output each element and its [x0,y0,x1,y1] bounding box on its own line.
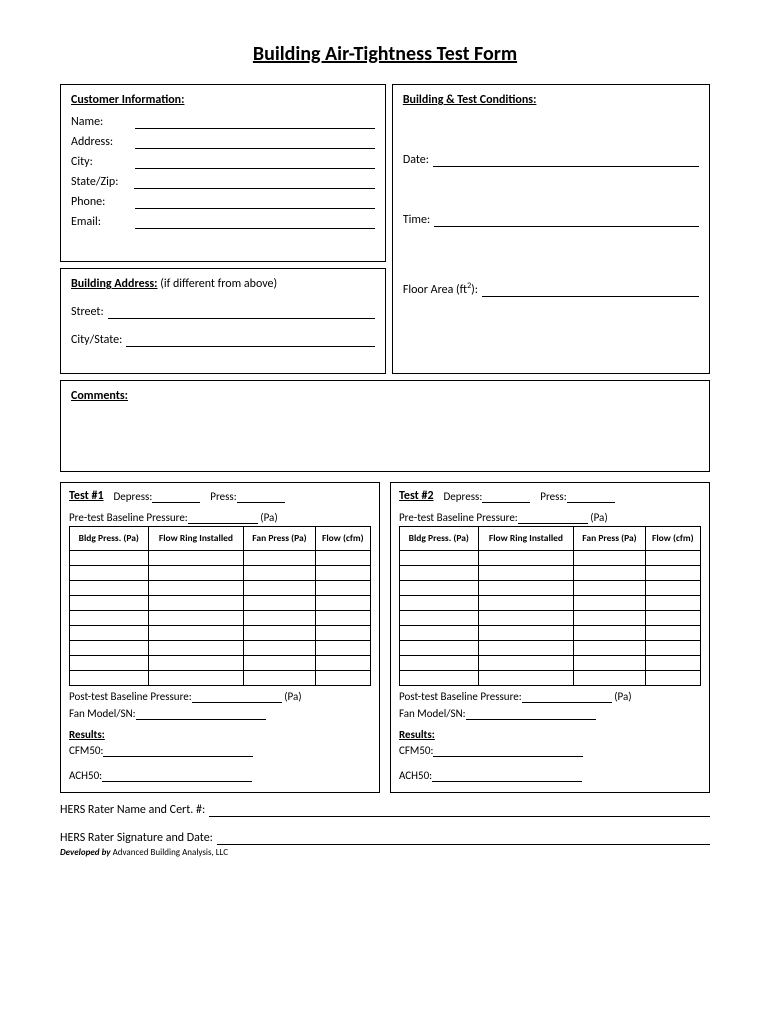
test2-press[interactable]: Press: [540,490,614,503]
test2-pretest[interactable]: Pre-test Baseline Pressure: (Pa) [399,511,701,524]
developed-by: Developed by Advanced Building Analysis,… [60,847,710,858]
time-field[interactable]: Time: [403,213,699,227]
tests-section: Test #1 Depress: Press: Pre-test Baselin… [60,482,710,793]
top-section: Customer Information: Name: Address: Cit… [60,84,710,374]
test1-cfm50[interactable]: CFM50: [69,744,371,757]
test1-fanmodel[interactable]: Fan Model/SN: [69,707,371,720]
floorarea-field[interactable]: Floor Area (ft2): [403,281,699,297]
left-column: Customer Information: Name: Address: Cit… [60,84,386,374]
test2-cfm50[interactable]: CFM50: [399,744,701,757]
test1-results-heading: Results: [69,728,371,741]
email-field[interactable]: Email: [71,215,375,229]
test1-header: Test #1 Depress: Press: [69,489,371,503]
test2-fanmodel[interactable]: Fan Model/SN: [399,707,701,720]
test2-posttest[interactable]: Post-test Baseline Pressure: (Pa) [399,690,701,703]
test1-press[interactable]: Press: [210,490,284,503]
conditions-heading: Building & Test Conditions: [403,93,699,107]
test2-ach50[interactable]: ACH50: [399,769,701,782]
building-address-box: Building Address: (if different from abo… [60,268,386,374]
test1-table[interactable]: Bldg Press. (Pa)Flow Ring InstalledFan P… [69,526,371,686]
test1-posttest[interactable]: Post-test Baseline Pressure: (Pa) [69,690,371,703]
city-field[interactable]: City: [71,155,375,169]
test1-pretest[interactable]: Pre-test Baseline Pressure: (Pa) [69,511,371,524]
customer-info-box: Customer Information: Name: Address: Cit… [60,84,386,262]
address-field[interactable]: Address: [71,135,375,149]
test2-results-heading: Results: [399,728,701,741]
test1-ach50[interactable]: ACH50: [69,769,371,782]
name-field[interactable]: Name: [71,115,375,129]
test1-box: Test #1 Depress: Press: Pre-test Baselin… [60,482,380,793]
citystate-field[interactable]: City/State: [71,333,375,347]
customer-info-heading: Customer Information: [71,93,375,107]
hers-rater-name[interactable]: HERS Rater Name and Cert. #: [60,803,710,817]
hers-rater-signature[interactable]: HERS Rater Signature and Date: [60,831,710,845]
test1-tbody [70,551,371,686]
conditions-box: Building & Test Conditions: Date: Time: … [392,84,710,374]
statezip-field[interactable]: State/Zip: [71,175,375,189]
form-title: Building Air-Tightness Test Form [60,42,710,66]
test2-depress[interactable]: Depress: [444,490,531,503]
form-page: Building Air-Tightness Test Form Custome… [0,0,770,1024]
test2-tbody [400,551,701,686]
test1-depress[interactable]: Depress: [114,490,201,503]
date-field[interactable]: Date: [403,153,699,167]
comments-box[interactable]: Comments: [60,380,710,472]
test2-table[interactable]: Bldg Press. (Pa)Flow Ring InstalledFan P… [399,526,701,686]
street-field[interactable]: Street: [71,305,375,319]
test2-header: Test #2 Depress: Press: [399,489,701,503]
phone-field[interactable]: Phone: [71,195,375,209]
comments-heading: Comments: [71,389,699,403]
building-address-heading: Building Address: (if different from abo… [71,277,375,291]
test2-box: Test #2 Depress: Press: Pre-test Baselin… [390,482,710,793]
